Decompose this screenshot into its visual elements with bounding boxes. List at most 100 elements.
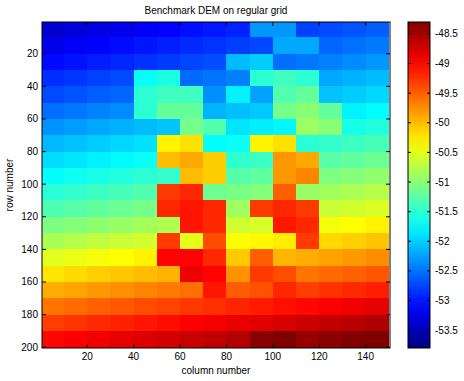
heatmap-cell <box>203 152 227 169</box>
heatmap-cell <box>87 152 111 169</box>
heatmap-cell <box>110 233 134 250</box>
heatmap-cell <box>273 168 297 185</box>
y-tick <box>42 151 46 152</box>
heatmap-cell <box>180 103 204 120</box>
y-tick-label: 40 <box>27 81 39 92</box>
heatmap-cell <box>42 315 65 332</box>
heatmap-cell <box>342 298 366 315</box>
y-tick <box>42 53 46 54</box>
heatmap-cell <box>203 103 227 120</box>
heatmap-cell <box>64 152 88 169</box>
colorbar-tick-label: -49.5 <box>435 88 458 99</box>
heatmap-cell <box>157 331 181 348</box>
heatmap-cell <box>87 233 111 250</box>
x-tick-label: 80 <box>221 351 233 362</box>
heatmap-cell <box>296 103 320 120</box>
heatmap-cell <box>180 70 204 87</box>
heatmap-cell <box>319 152 343 169</box>
heatmap-cell <box>110 200 134 217</box>
heatmap-cell <box>157 119 181 136</box>
heatmap-cell <box>110 168 134 185</box>
heatmap-cell <box>110 86 134 103</box>
colorbar-tick <box>427 63 430 64</box>
heatmap-cell <box>226 103 250 120</box>
colorbar-tick <box>408 122 411 123</box>
heatmap-cell <box>134 233 158 250</box>
heatmap-cell <box>157 103 181 120</box>
heatmap-cell <box>180 298 204 315</box>
heatmap-cell <box>180 119 204 136</box>
heatmap-cell <box>134 119 158 136</box>
x-tick <box>180 22 181 26</box>
heatmap-cell <box>319 22 343 38</box>
heatmap-cell <box>87 331 111 348</box>
heatmap-cell <box>42 152 65 169</box>
heatmap-cell <box>64 266 88 283</box>
heatmap-cell <box>203 282 227 299</box>
heatmap-cell <box>203 233 227 250</box>
heatmap-cell <box>319 233 343 250</box>
heatmap-cell <box>110 282 134 299</box>
heatmap-cell <box>42 135 65 152</box>
heatmap-cell <box>87 184 111 201</box>
colorbar-tick <box>408 152 411 153</box>
heatmap-cell <box>296 37 320 54</box>
y-tick <box>42 281 46 282</box>
heatmap-cell <box>110 184 134 201</box>
heatmap-cell <box>64 22 88 38</box>
y-axis-label: row number <box>4 158 15 211</box>
heatmap-cell <box>64 233 88 250</box>
heatmap-cell <box>203 200 227 217</box>
heatmap-cell <box>203 298 227 315</box>
heatmap-cell <box>134 22 158 38</box>
heatmap-cell <box>203 119 227 136</box>
heatmap-cell <box>180 152 204 169</box>
heatmap-cell <box>296 135 320 152</box>
heatmap-cell <box>87 37 111 54</box>
heatmap-cell <box>157 184 181 201</box>
heatmap-cell <box>250 168 274 185</box>
heatmap-cell <box>42 282 65 299</box>
y-tick <box>42 314 46 315</box>
heatmap-cell <box>366 37 390 54</box>
heatmap-cell <box>226 184 250 201</box>
heatmap-cell <box>203 22 227 38</box>
heatmap-cell <box>319 331 343 348</box>
heatmap-cell <box>157 152 181 169</box>
heatmap-cell <box>134 315 158 332</box>
heatmap-cell <box>296 152 320 169</box>
colorbar-tick-label: -50 <box>435 117 450 128</box>
heatmap-cell <box>226 315 250 332</box>
heatmap-cell <box>42 249 65 266</box>
y-tick <box>42 184 46 185</box>
heatmap-cell <box>342 168 366 185</box>
heatmap-cell <box>64 37 88 54</box>
colorbar-tick <box>408 33 411 34</box>
heatmap-cell <box>42 168 65 185</box>
heatmap-cell <box>203 135 227 152</box>
colorbar-tick <box>427 93 430 94</box>
x-tick <box>87 22 88 26</box>
heatmap-cell <box>273 22 297 38</box>
y-tick <box>386 216 390 217</box>
heatmap-cell <box>87 103 111 120</box>
heatmap-cell <box>366 331 390 348</box>
y-tick <box>386 347 390 348</box>
heatmap-cell <box>42 298 65 315</box>
heatmap-cell <box>250 54 274 71</box>
heatmap-cell <box>180 86 204 103</box>
heatmap-cell <box>87 86 111 103</box>
heatmap-cell <box>64 70 88 87</box>
colorbar-tick <box>427 211 430 212</box>
heatmap-cell <box>273 135 297 152</box>
heatmap-cell <box>203 184 227 201</box>
heatmap-cell <box>226 217 250 234</box>
heatmap-cell <box>319 37 343 54</box>
heatmap-cell <box>157 217 181 234</box>
y-tick-label: 200 <box>21 342 38 353</box>
heatmap-cell <box>180 54 204 71</box>
heatmap-cell <box>42 119 65 136</box>
heatmap-cell <box>157 22 181 38</box>
heatmap-cell <box>157 266 181 283</box>
heatmap-cell <box>366 119 390 136</box>
